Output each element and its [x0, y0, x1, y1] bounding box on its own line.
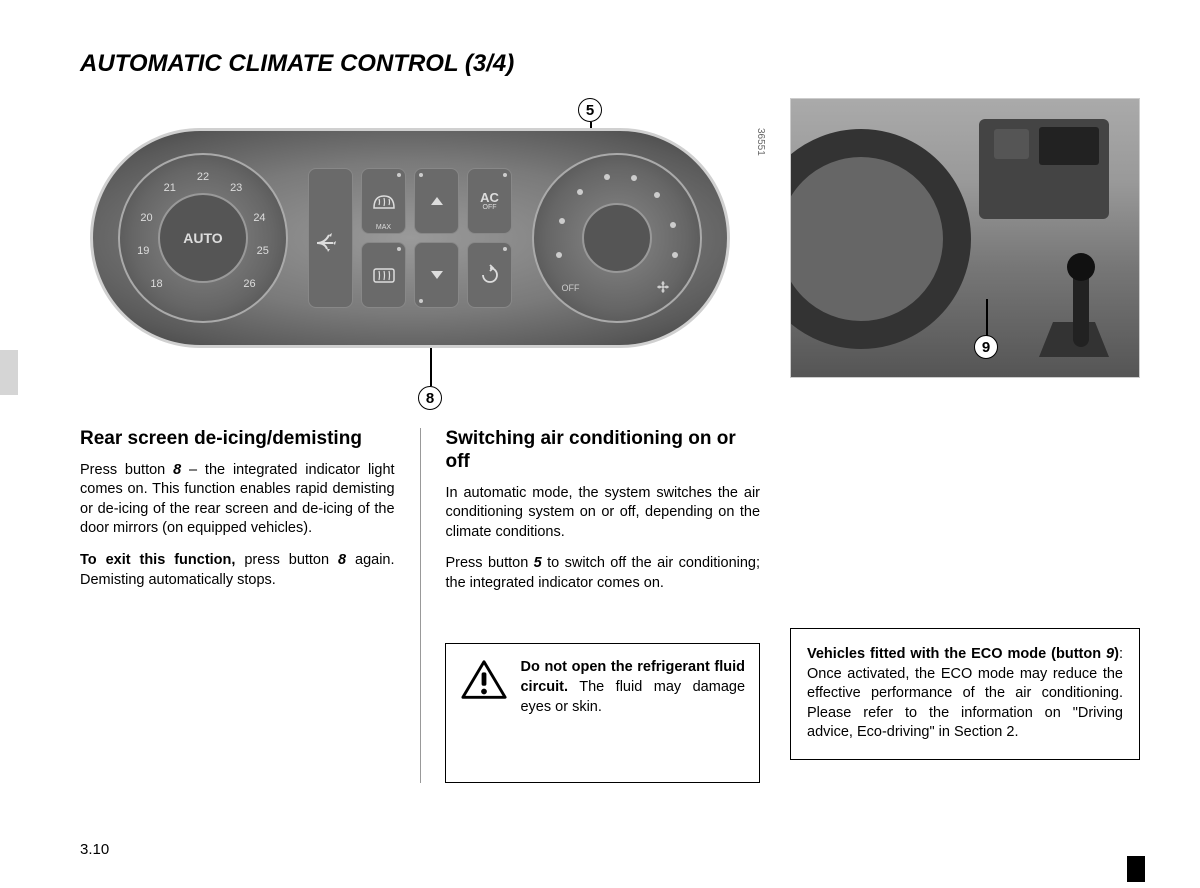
callout-8: 8 [418, 386, 442, 410]
callout-9-line [986, 299, 988, 337]
temp-18: 18 [150, 278, 162, 290]
fan-off-label: OFF [562, 283, 580, 293]
climate-panel-figure: 36551 5 8 AUTO 18 19 20 21 22 23 24 25 [80, 98, 760, 418]
temp-21: 21 [164, 182, 176, 194]
fan-up-button [414, 168, 459, 234]
warning-text: Do not open the refrigerant fluid circui… [520, 658, 745, 717]
front-defrost-button: MAX [361, 168, 406, 234]
button-grid: MAX AC OFF [288, 168, 532, 308]
defrost-max-label: MAX [376, 224, 391, 231]
page-number: 3.10 [80, 841, 109, 858]
left-column: 36551 5 8 AUTO 18 19 20 21 22 23 24 25 [80, 98, 760, 783]
para-ac-1: In automatic mode, the system switches t… [445, 484, 760, 543]
column-rear-deicing: Rear screen de-icing/demisting Press but… [80, 428, 395, 783]
ac-button: AC OFF [467, 168, 512, 234]
para-ac-2: Press button 5 to switch off the air con… [445, 554, 760, 593]
heading-ac: Switching air conditioning on or off [445, 428, 760, 474]
rear-defrost-button [361, 242, 406, 308]
photo-code-left: 36551 [755, 128, 766, 156]
defrost-rear-icon [371, 265, 397, 285]
defrost-front-icon [371, 190, 397, 212]
column-divider [420, 428, 421, 783]
dashboard-photo: 36540 9 [790, 98, 1140, 378]
temp-20: 20 [140, 212, 152, 224]
fan-speed-dial: OFF [532, 153, 702, 323]
page-edge-tab [0, 350, 18, 395]
callout-9: 9 [974, 335, 998, 359]
air-flow-icon [313, 223, 349, 253]
ac-label: AC [480, 191, 499, 204]
heading-rear-deicing: Rear screen de-icing/demisting [80, 428, 395, 451]
warning-triangle-icon [460, 658, 508, 702]
para-rear-1: Press button 8 – the integrated indicato… [80, 461, 395, 539]
column-ac: Switching air conditioning on or off In … [445, 428, 760, 783]
text-columns: Rear screen de-icing/demisting Press but… [80, 428, 760, 783]
arrow-up-icon [429, 195, 445, 207]
corner-mark [1127, 856, 1145, 882]
right-column: 36540 9 Vehicles fitted with the ECO mod… [790, 98, 1140, 783]
warning-box: Do not open the refrigerant fluid circui… [445, 643, 760, 783]
page-title: AUTOMATIC CLIMATE CONTROL (3/4) [80, 50, 1140, 78]
temp-26: 26 [243, 278, 255, 290]
temp-dial-center: AUTO [158, 193, 248, 283]
recirculate-icon [479, 264, 501, 286]
content-area: 36551 5 8 AUTO 18 19 20 21 22 23 24 25 [80, 98, 1140, 783]
temp-24: 24 [253, 212, 265, 224]
arrow-down-icon [429, 269, 445, 281]
temperature-dial: AUTO 18 19 20 21 22 23 24 25 26 [118, 153, 288, 323]
fan-icon [656, 280, 670, 296]
fan-knob [582, 203, 652, 273]
temp-22: 22 [197, 171, 209, 183]
callout-5: 5 [578, 98, 602, 122]
air-distribution-button [308, 168, 353, 308]
temp-25: 25 [257, 245, 269, 257]
temp-23: 23 [230, 182, 242, 194]
recirculate-button [467, 242, 512, 308]
fan-down-button [414, 242, 459, 308]
temp-19: 19 [137, 245, 149, 257]
climate-control-panel: AUTO 18 19 20 21 22 23 24 25 26 [90, 128, 730, 348]
ac-sub-label: OFF [480, 204, 499, 211]
eco-mode-box: Vehicles fitted with the ECO mode (butto… [790, 628, 1140, 760]
para-rear-2: To exit this function, press button 8 ag… [80, 551, 395, 590]
